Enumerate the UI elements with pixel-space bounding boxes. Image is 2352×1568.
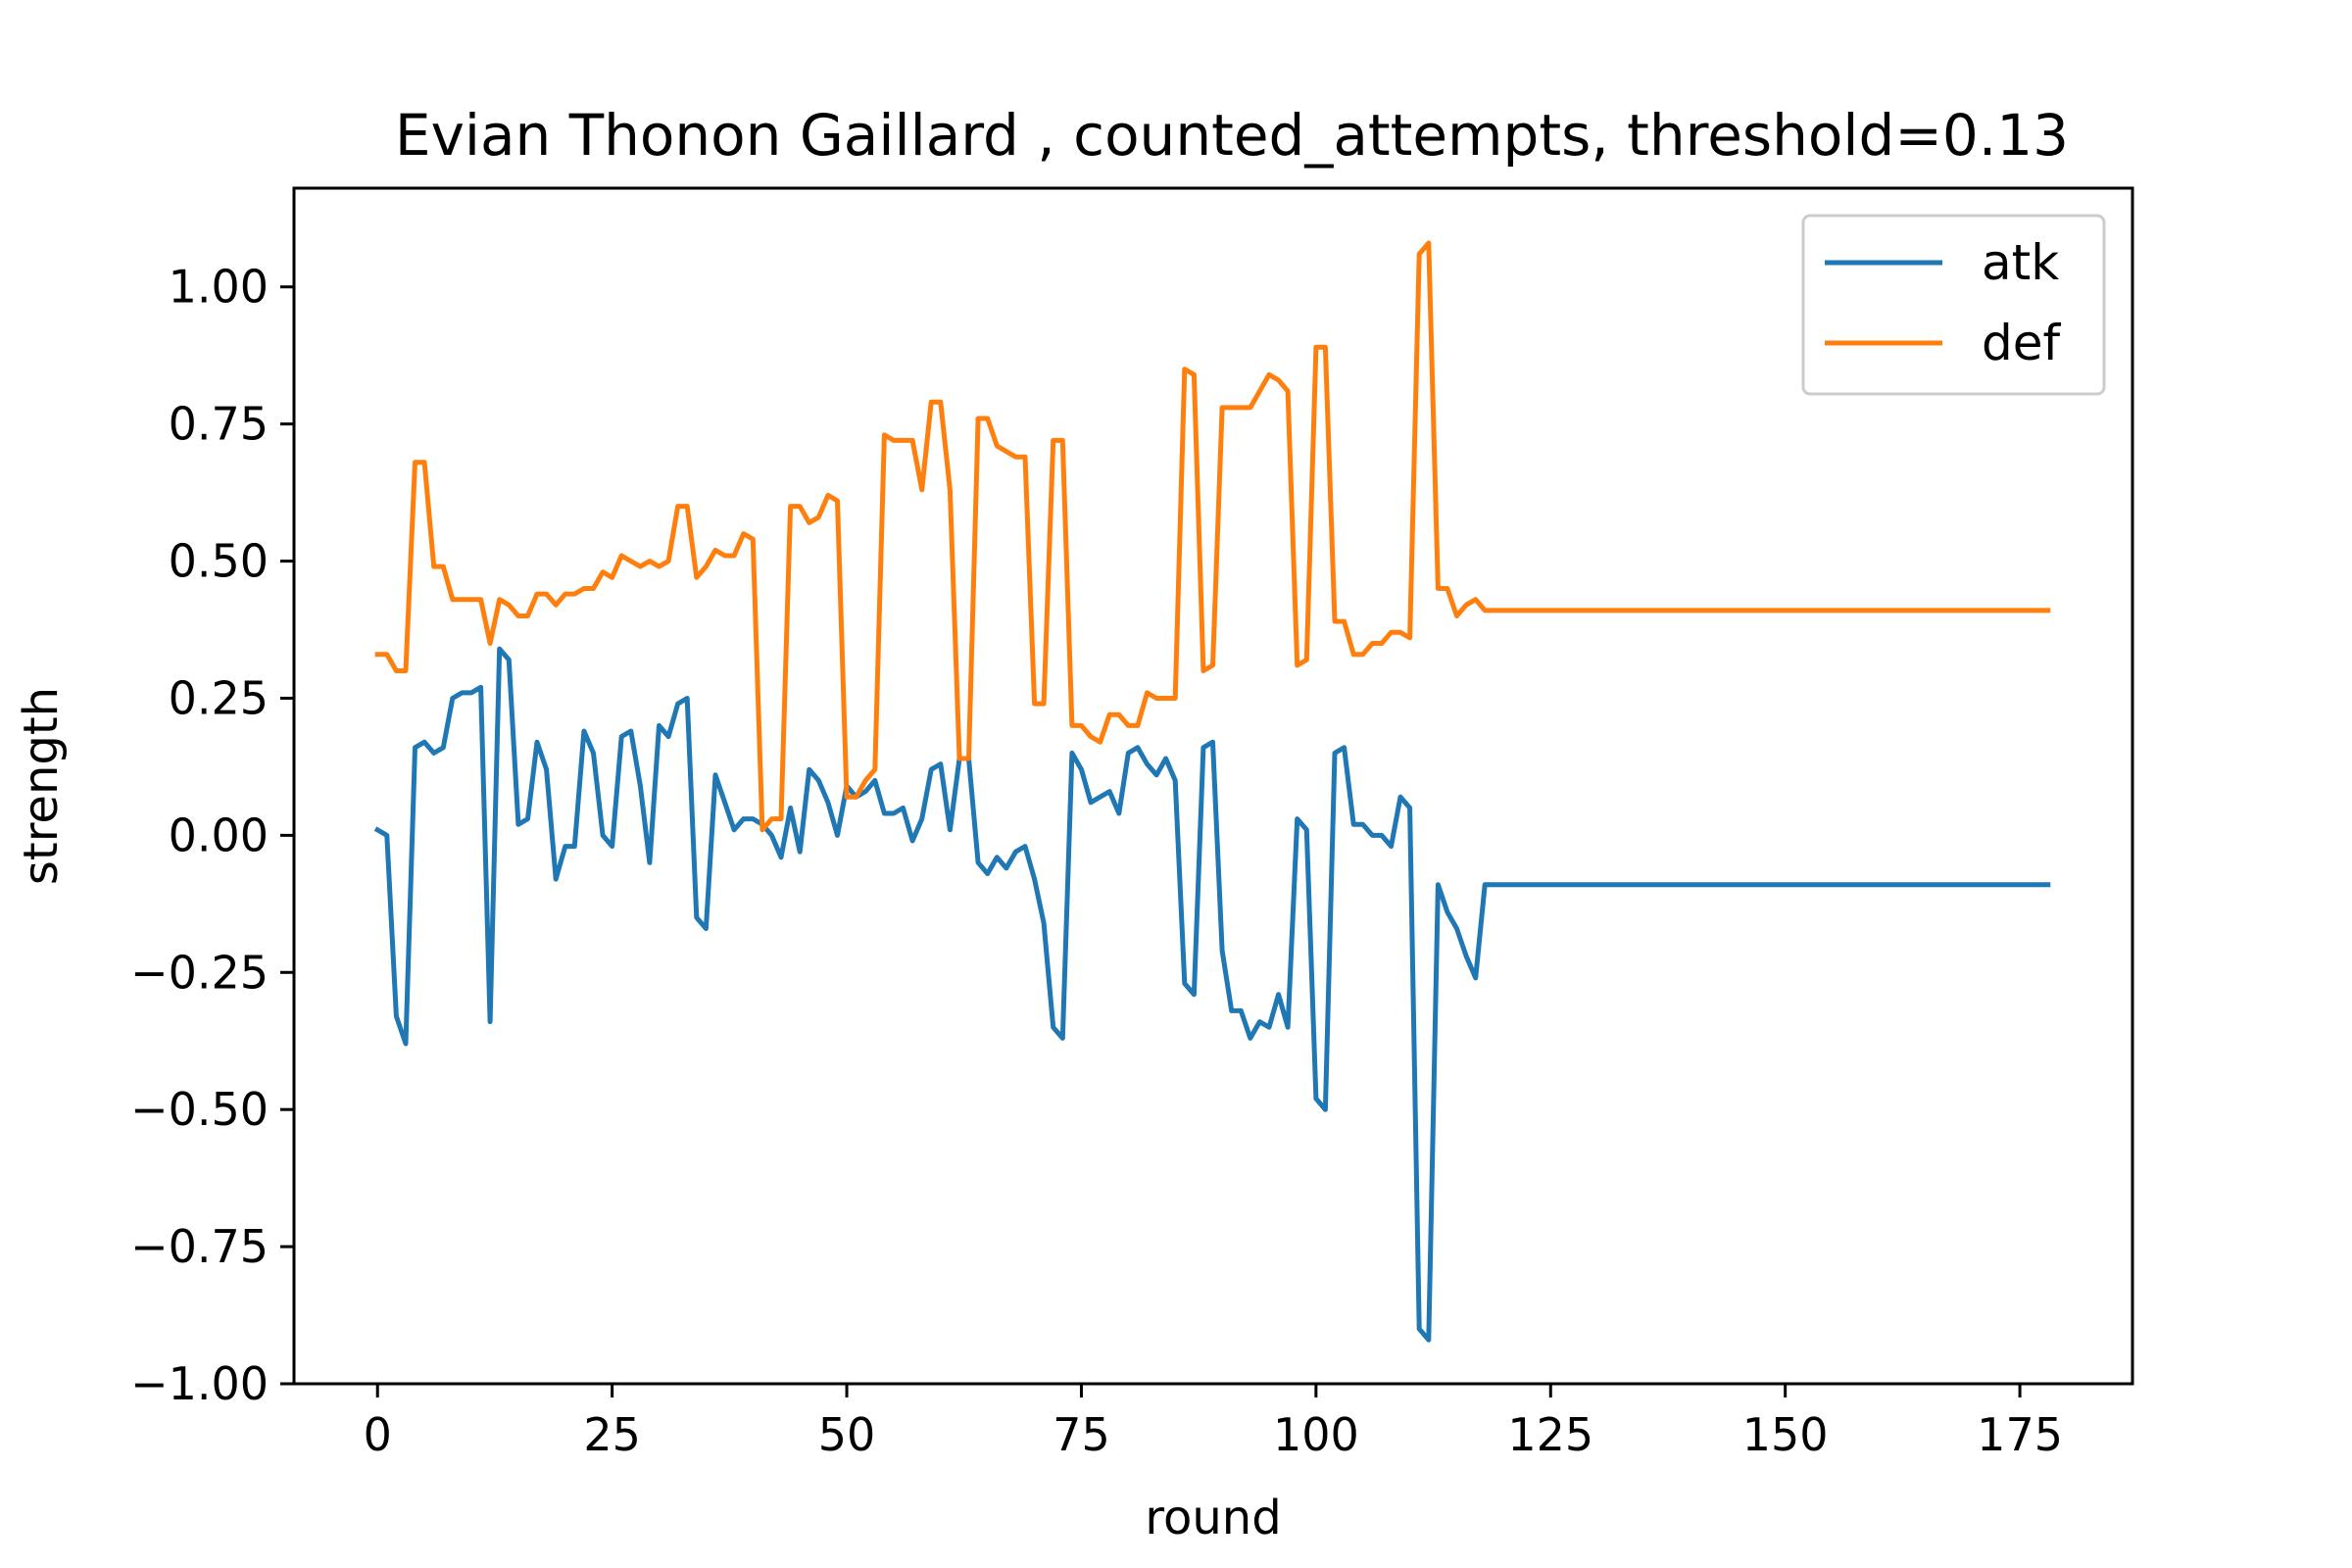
- x-axis-label: round: [1145, 1491, 1281, 1545]
- y-axis: −1.00 −0.75 −0.50 −0.25 0.00 0.25 0.50 0.75 1.00: [130, 261, 294, 1410]
- x-tick-label: 25: [583, 1408, 641, 1461]
- x-tick-label: 0: [364, 1408, 392, 1461]
- series-line-atk: [373, 646, 2051, 1343]
- x-tick-label: 150: [1742, 1408, 1829, 1461]
- x-tick-label: 175: [1977, 1408, 2063, 1461]
- x-axis: 0 25 50 75 100 125 150 175: [364, 1384, 2063, 1461]
- y-tick-label: −1.00: [130, 1357, 269, 1410]
- y-tick-label: −0.50: [130, 1083, 269, 1136]
- series-layer: [373, 240, 2051, 1343]
- y-tick-label: 1.00: [169, 261, 269, 314]
- legend: atk def: [1801, 214, 2106, 396]
- series-line-def: [374, 240, 2051, 833]
- y-tick-label: 0.50: [169, 535, 269, 588]
- y-axis-label: strength: [14, 687, 69, 885]
- legend-label-atk: atk: [1982, 234, 2059, 291]
- x-tick-label: 75: [1053, 1408, 1110, 1461]
- legend-label-def: def: [1982, 315, 2062, 371]
- y-tick-label: 0.25: [169, 671, 269, 724]
- x-tick-label: 50: [818, 1408, 876, 1461]
- y-tick-label: 0.75: [169, 398, 269, 451]
- y-tick-label: −0.25: [130, 946, 269, 999]
- y-tick-label: −0.75: [130, 1220, 269, 1273]
- x-tick-label: 125: [1507, 1408, 1593, 1461]
- chart-title: Evian Thonon Gaillard , counted_attempts…: [395, 102, 2069, 169]
- x-tick-label: 100: [1273, 1408, 1359, 1461]
- plot-frame: [292, 186, 2134, 1386]
- y-tick-label: 0.00: [169, 808, 269, 861]
